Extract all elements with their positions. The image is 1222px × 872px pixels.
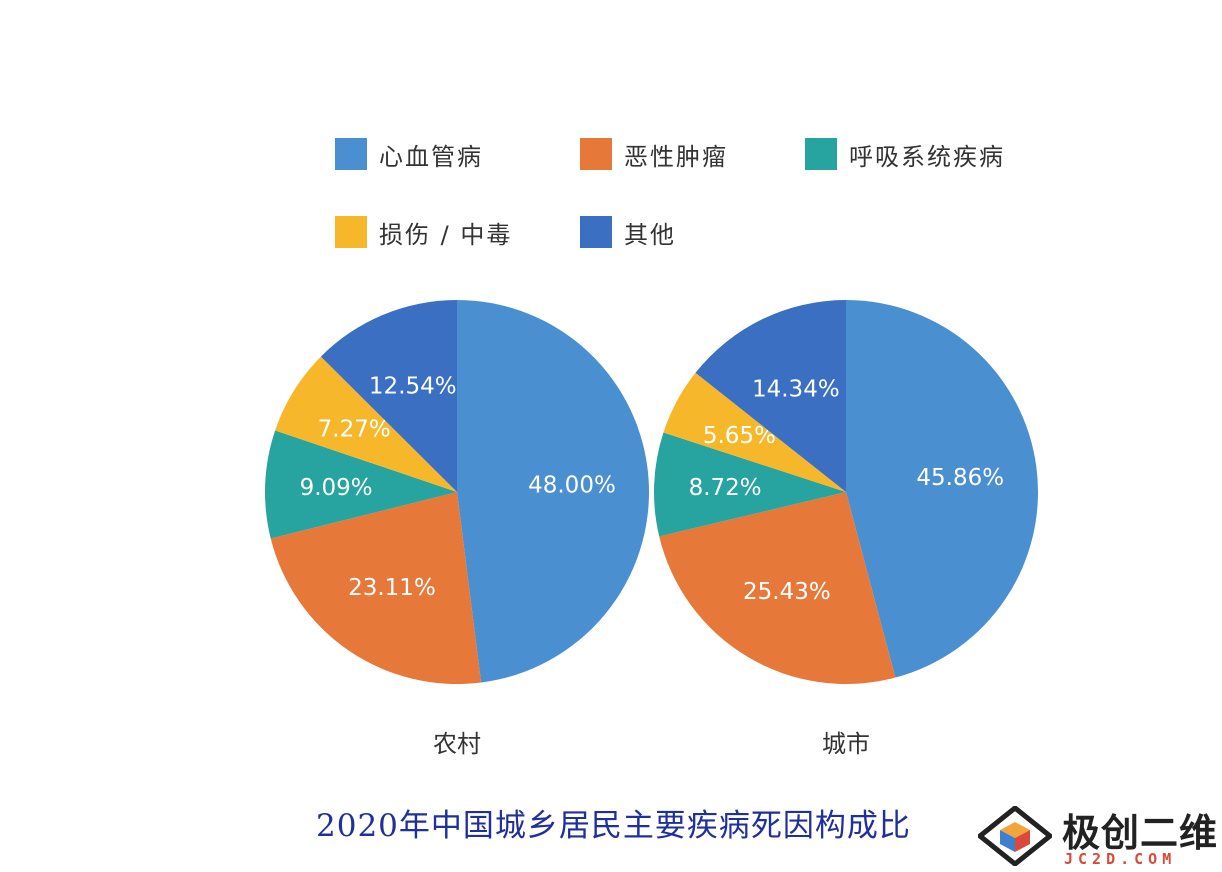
legend-label-other: 其他 xyxy=(624,220,676,249)
slice-label-cardiovascular: 45.86% xyxy=(916,465,1004,491)
pie-slice-cancer xyxy=(270,492,482,685)
legend-label-respiratory: 呼吸系统疾病 xyxy=(849,142,1005,171)
pie-urban: 45.86% 25.43% 8.72% 5.65% 14.34% xyxy=(654,300,1038,684)
legend-item-respiratory: 呼吸系统疾病 xyxy=(805,137,1050,172)
pie-caption-urban: 城市 xyxy=(822,730,870,758)
slice-label-cardiovascular: 48.00% xyxy=(528,473,616,499)
pie-slice-respiratory xyxy=(654,432,846,537)
pie-charts: 48.00% 23.11% 9.09% 7.27% 12.54% 农村 45.86% 25.4… xyxy=(264,300,1038,758)
pie-slice-injury xyxy=(663,372,846,492)
watermark-domain: JC2D.COM xyxy=(1064,850,1177,868)
legend-swatch-other xyxy=(580,216,612,248)
pie-slice-cardiovascular xyxy=(457,300,650,683)
pie-slice-respiratory xyxy=(264,430,457,539)
legend-item-injury: 损伤 / 中毒 xyxy=(335,215,580,250)
legend-label-cancer: 恶性肿瘤 xyxy=(624,142,728,171)
chart-legend: 心血管病 恶性肿瘤 呼吸系统疾病 损伤 / 中毒 其他 xyxy=(335,134,1055,290)
pie-slice-other xyxy=(695,300,846,492)
slice-label-cancer: 25.43% xyxy=(743,579,831,605)
legend-swatch-cancer xyxy=(580,138,612,170)
slice-label-respiratory: 8.72% xyxy=(689,475,762,501)
legend-item-cancer: 恶性肿瘤 xyxy=(580,137,805,172)
legend-item-cardiovascular: 心血管病 xyxy=(335,137,580,172)
slice-label-injury: 7.27% xyxy=(318,416,391,442)
slice-label-respiratory: 9.09% xyxy=(300,475,373,501)
pie-rural: 48.00% 23.11% 9.09% 7.27% 12.54% xyxy=(264,300,650,685)
slice-label-other: 12.54% xyxy=(369,374,457,400)
legend-row-2: 损伤 / 中毒 其他 xyxy=(335,212,1055,252)
legend-swatch-cardiovascular xyxy=(335,138,367,170)
slice-label-injury: 5.65% xyxy=(703,423,776,449)
pie-slice-cardiovascular xyxy=(846,300,1038,678)
pie-slice-other xyxy=(320,300,457,492)
legend-label-cardiovascular: 心血管病 xyxy=(379,142,483,171)
cube-logo-icon xyxy=(978,806,1052,866)
pie-caption-rural: 农村 xyxy=(433,730,481,758)
watermark-text: 极创二维 xyxy=(1062,811,1219,855)
legend-label-injury: 损伤 / 中毒 xyxy=(379,220,513,249)
pie-slice-cancer xyxy=(659,492,896,684)
legend-item-other: 其他 xyxy=(580,215,805,250)
legend-swatch-respiratory xyxy=(805,138,837,170)
slice-label-other: 14.34% xyxy=(752,376,840,402)
main-title: 2020年中国城乡居民主要疾病死因构成比 xyxy=(316,808,911,844)
watermark: 极创二维 JC2D.COM xyxy=(978,800,1218,870)
legend-swatch-injury xyxy=(335,216,367,248)
pie-slice-injury xyxy=(275,356,457,492)
slice-label-cancer: 23.11% xyxy=(348,575,436,601)
legend-row-1: 心血管病 恶性肿瘤 呼吸系统疾病 xyxy=(335,134,1055,174)
